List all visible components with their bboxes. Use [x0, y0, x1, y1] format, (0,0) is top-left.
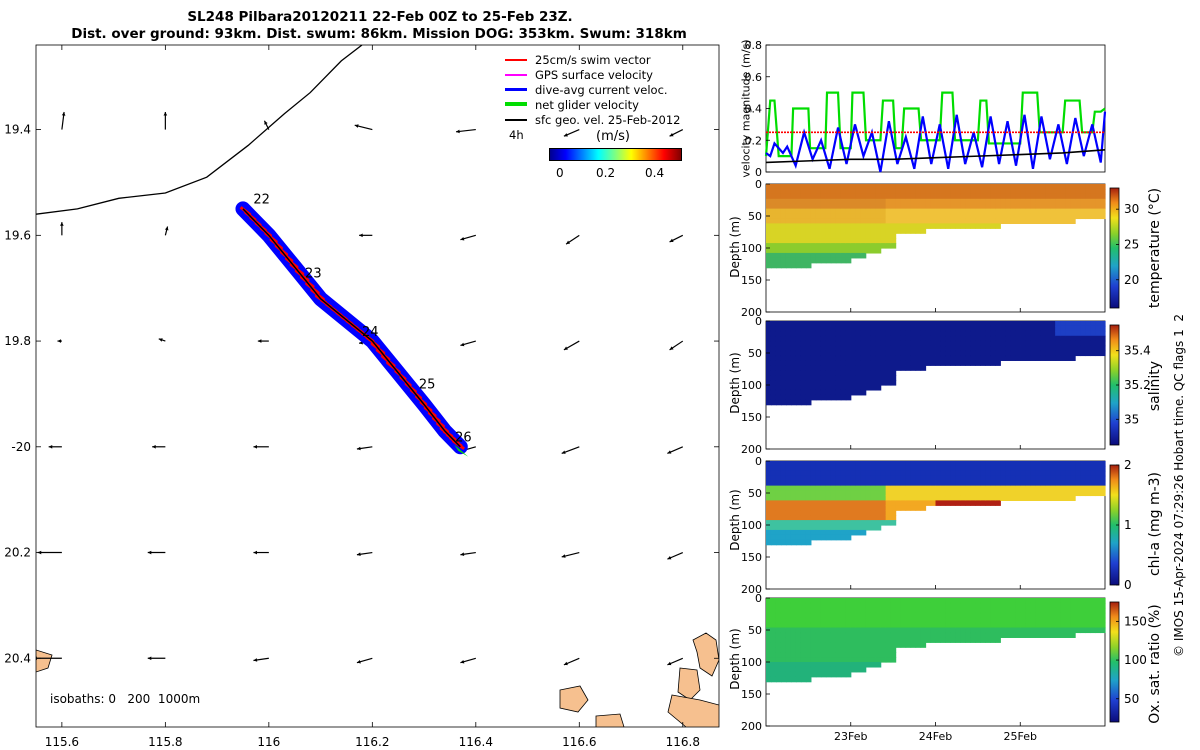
geo-vector-33: [561, 551, 580, 558]
salinity-ylabel: Depth (m): [728, 352, 742, 414]
geo-vector-41: [667, 657, 684, 666]
map-x-tick-4: 116.4: [459, 735, 493, 749]
map-colorbar-label: (m/s): [596, 129, 630, 144]
geo-vector-38: [356, 657, 373, 664]
map-colorbar-tick-2: 0.4: [645, 166, 665, 180]
map-y-tick-5: 20.4: [4, 651, 31, 665]
geo-vector-2: [263, 120, 270, 130]
legend-diveavg-swatch: [505, 88, 527, 91]
chart-title-line1: SL248 Pilbara20120211 22-Feb 00Z to 25-F…: [187, 9, 573, 25]
glider-track: [242, 208, 461, 448]
legend-diveavg-label: dive-avg current veloc.: [535, 83, 668, 97]
legend-net-swatch: [505, 102, 527, 106]
day-label-25: 25: [419, 378, 436, 393]
map-x-tick-6: 116.8: [666, 735, 700, 749]
island-2: [667, 694, 719, 727]
geo-vector-4: [455, 128, 476, 134]
geo-vector-19: [563, 340, 580, 351]
day-label-24: 24: [362, 325, 379, 340]
geo-vector-29: [147, 550, 166, 555]
geo-vector-22: [152, 444, 166, 449]
geo-vector-34: [667, 551, 684, 560]
legend-swim-label: 25cm/s swim vector: [535, 53, 651, 67]
geo-vector-37: [253, 657, 269, 662]
geo-vector-31: [356, 551, 373, 557]
velocity-ylabel: velocity magnitude (m/s): [739, 39, 753, 178]
legend-net-label: net glider velocity: [535, 98, 639, 112]
geo-vector-0: [61, 111, 66, 130]
legend-gps-swatch: [505, 74, 527, 76]
oxygen-ylabel: Depth (m): [728, 628, 742, 690]
day-label-26: 26: [455, 431, 472, 446]
geo-vector-18: [460, 340, 476, 347]
map-x-tick-3: 116.2: [355, 735, 389, 749]
legend-geo-swatch: [505, 119, 527, 121]
salinity-colorbar-label: salinity: [1147, 360, 1163, 412]
geo-vector-27: [667, 446, 684, 454]
map-colorbar: [549, 148, 682, 161]
geo-vector-3: [354, 124, 373, 131]
island-3: [559, 685, 589, 713]
geo-vector-36: [147, 656, 166, 661]
island-4: [595, 713, 625, 727]
map-y-tick-4: 20.2: [4, 546, 31, 560]
geo-vector-6: [669, 129, 684, 137]
temperature-ylabel: Depth (m): [728, 216, 742, 278]
chart-title-line2: Dist. over ground: 93km. Dist. swum: 86k…: [71, 26, 687, 42]
geo-vector-1: [163, 111, 168, 130]
geo-vector-15: [158, 338, 166, 342]
geo-vector-40: [563, 657, 580, 666]
geo-vector-5: [563, 129, 580, 137]
geo-vector-11: [460, 234, 476, 241]
legend-4h: 4h: [509, 128, 524, 142]
geo-vector-32: [460, 551, 476, 557]
geo-vector-10: [359, 233, 373, 238]
geo-vector-16: [257, 339, 269, 343]
map-y-tick-1: 19.6: [4, 228, 31, 242]
geo-vector-7: [60, 222, 64, 236]
map-colorbar-tick-0: 0: [556, 166, 564, 180]
chla-ylabel: Depth (m): [728, 489, 742, 551]
legend-geo-label: sfc geo. vel. 25-Feb-2012: [535, 113, 681, 127]
day-label-23: 23: [305, 267, 322, 282]
geo-vector-26: [561, 446, 580, 454]
geo-vector-21: [48, 444, 62, 449]
map-y-tick-0: 19.4: [4, 123, 31, 137]
map-x-tick-5: 116.6: [562, 735, 596, 749]
geo-vector-30: [253, 550, 269, 555]
geo-vector-8: [164, 226, 169, 236]
island-0: [692, 632, 719, 677]
credit-text: © IMOS 15-Apr-2024 07:29:26 Hobart time.…: [1172, 314, 1186, 657]
legend: 25cm/s swim vector GPS surface velocity …: [505, 53, 720, 143]
map-x-tick-1: 115.8: [148, 735, 182, 749]
geo-vector-39: [460, 657, 476, 664]
island-5: [36, 649, 53, 673]
geo-vector-13: [669, 234, 684, 243]
island-1: [677, 667, 701, 701]
chla-colorbar-label: chl-a (mg m-3): [1147, 471, 1163, 577]
isobaths-label: isobaths: 0 200 1000m: [50, 692, 201, 706]
oxygen-colorbar-label: Ox. sat. ratio (%): [1147, 604, 1163, 724]
temperature-colorbar-label: temperature (°C): [1147, 187, 1163, 309]
coastline: [36, 45, 363, 215]
day-label-22: 22: [253, 193, 270, 208]
geo-vector-23: [253, 444, 269, 449]
geo-vector-20: [669, 340, 684, 351]
geo-vector-24: [356, 446, 373, 451]
map-x-tick-0: 115.6: [45, 735, 79, 749]
map-y-tick-3: -20: [11, 440, 31, 454]
map-y-tick-2: 19.8: [4, 334, 31, 348]
geo-vector-14: [57, 339, 62, 343]
net-glider-arrow: [454, 444, 469, 457]
map-x-tick-2: 116: [257, 735, 280, 749]
legend-gps-label: GPS surface velocity: [535, 68, 653, 82]
legend-swim-swatch: [505, 59, 527, 61]
geo-vector-12: [565, 234, 580, 245]
map-colorbar-tick-1: 0.2: [596, 166, 616, 180]
